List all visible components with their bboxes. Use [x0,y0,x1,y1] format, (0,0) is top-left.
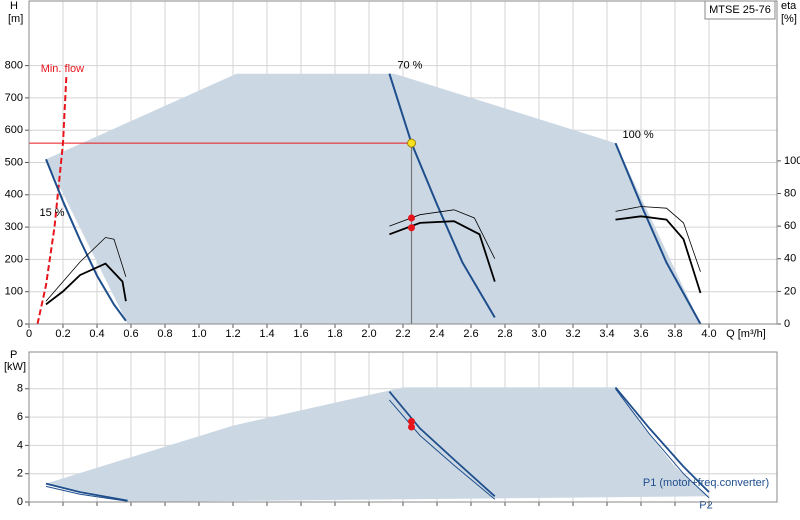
y2-tick-label: 0 [784,318,790,330]
curve [45,158,127,322]
x-tick-label: 1.4 [259,328,274,340]
duty-point [408,417,415,425]
curve [614,142,702,325]
y-tick-label: 700 [5,92,23,104]
efficiency-curve [45,262,127,306]
x-tick-label: 4.0 [701,328,716,340]
y-tick-label: 0 [17,496,23,508]
y-tick-label: 4 [17,439,23,451]
x-tick-label: 1.2 [225,328,240,340]
plot: 0 0.2 0.4 0.6 0.8 1.0 1.2 1.4 1.6 1.8 2.0 2.2 2.4 2.6… [5,0,800,340]
y-axis-unit: [kW] [4,361,26,373]
y-tick-label: 600 [5,124,23,136]
x-tick-label: 2.4 [429,328,444,340]
curve [614,386,710,493]
y-tick-label: 100 [5,286,23,298]
plot: 0 2 4 6 8 P1 (motor+freq.converter) P2 [17,351,778,512]
curve-label: P1 (motor+freq.converter) [643,477,769,489]
duty-point [407,138,416,148]
x-tick-label: 3.8 [667,328,682,340]
efficiency-curve [615,206,701,272]
y-axis-unit: [m] [8,13,23,25]
y2-axis-label: eta [781,0,797,12]
x-tick-label: 0 [26,328,32,340]
y2-tick-label: 40 [784,253,796,265]
x-tick-label: 3.4 [599,328,614,340]
y-axis-label: H [10,0,18,12]
y2-tick-label: 20 [784,285,796,297]
curve [389,399,496,500]
x-tick-label: 2.0 [361,328,376,340]
curve-label: P2 [699,500,712,512]
curve [615,388,710,499]
x-tick-label: 1.6 [293,328,308,340]
x-tick-label: 3.2 [565,328,580,340]
curve [45,485,128,502]
duty-point [408,224,415,232]
y-tick-label: 200 [5,253,23,265]
y2-tick-label: 100 [784,155,800,167]
curve [45,482,128,502]
curve [388,73,496,319]
x-axis-label: Q [m³/h] [726,328,766,340]
x-tick-label: 0.2 [55,328,70,340]
operating-range-area [46,73,701,324]
curve-label: 70 % [397,60,422,72]
duty-point [408,214,415,222]
x-tick-label: 0.6 [123,328,138,340]
x-tick-label: 1.0 [191,328,206,340]
y2-tick-label: 60 [784,220,796,232]
efficiency-curve [45,237,127,302]
x-tick-label: 2.8 [497,328,512,340]
chart-title: MTSE 25-76 [709,4,771,16]
y-tick-label: 2 [17,468,23,480]
curve-label: 15 % [39,207,64,219]
x-tick-label: 1.8 [327,328,342,340]
title-box [704,0,776,20]
curve [388,391,496,497]
y2-axis-unit: [%] [781,13,797,25]
x-tick-label: 3.6 [633,328,648,340]
curve-label: 100 % [623,129,654,141]
plot-frame [28,351,778,503]
y-axis-label: P [10,349,17,361]
operating-range-area [46,387,709,502]
duty-point [408,423,415,431]
y-tick-label: 800 [5,60,23,72]
y-tick-label: 6 [17,411,23,423]
plot-frame [28,0,778,325]
curve-label: Min. flow [41,63,84,75]
y-tick-label: 8 [17,383,23,395]
efficiency-curve [615,215,702,294]
x-tick-label: 3.0 [531,328,546,340]
x-tick-label: 0.8 [157,328,172,340]
y2-tick-label: 80 [784,187,796,199]
y-tick-label: 300 [5,221,23,233]
x-tick-label: 2.6 [463,328,478,340]
y-tick-label: 0 [17,318,23,330]
x-tick-label: 2.2 [395,328,410,340]
x-tick-label: 0.4 [89,328,104,340]
y-tick-label: 500 [5,156,23,168]
y-tick-label: 400 [5,189,23,201]
